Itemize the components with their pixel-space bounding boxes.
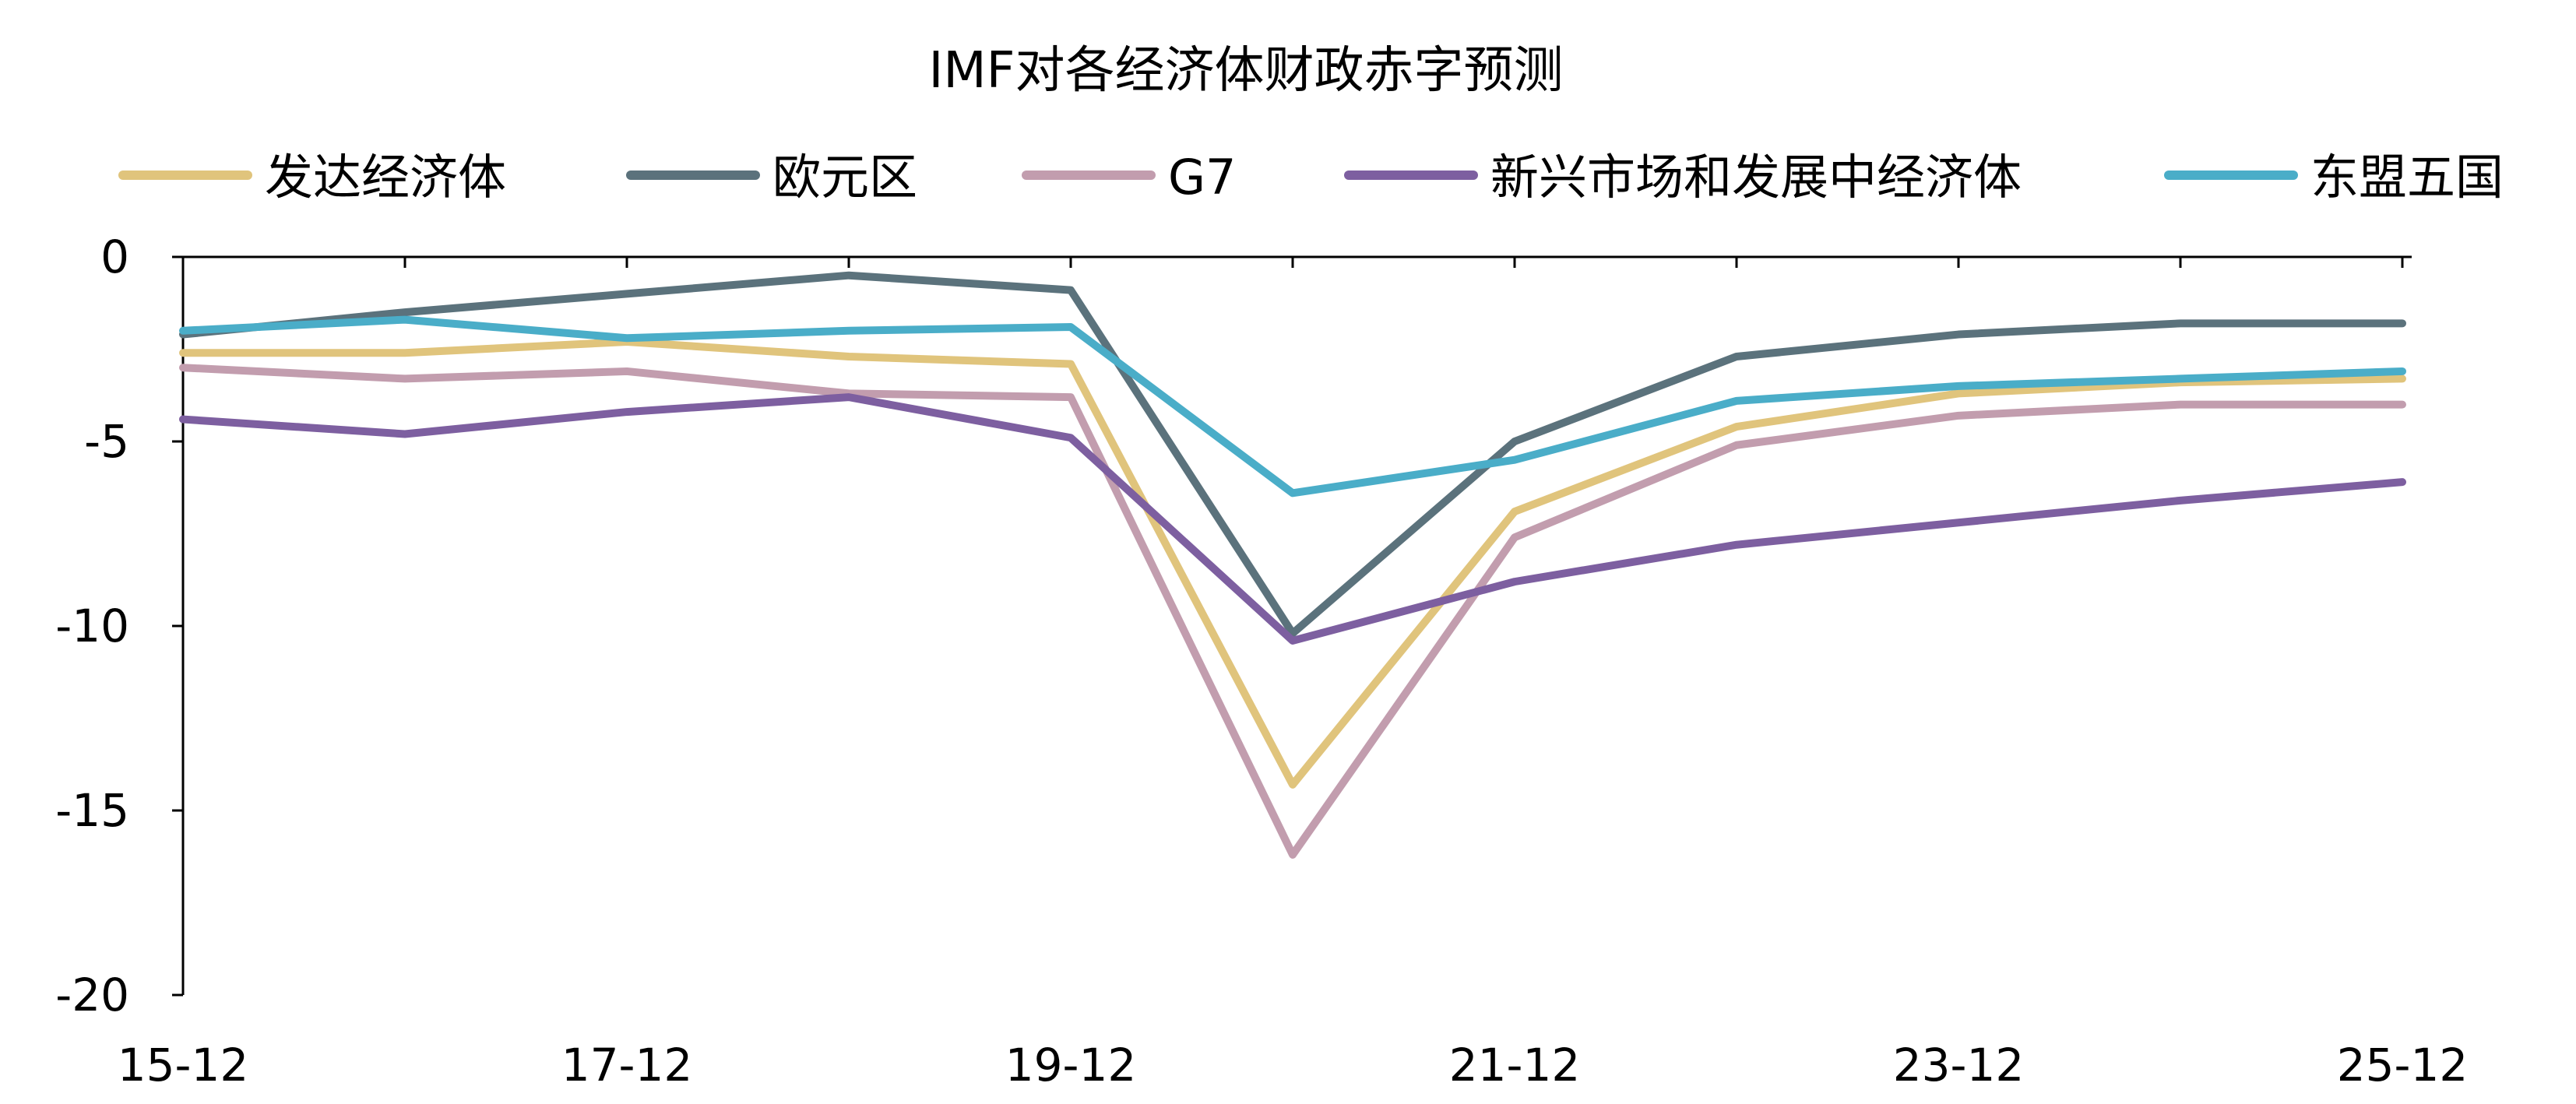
series-lines	[179, 271, 2406, 859]
y-tick-label: -20	[55, 969, 129, 1021]
x-tick-label: 21-12	[1449, 1039, 1581, 1092]
x-tick-label: 23-12	[1893, 1039, 2025, 1092]
series-line-5	[179, 315, 2406, 498]
x-tick-label: 17-12	[561, 1039, 693, 1092]
series-line-1	[179, 338, 2406, 789]
chart-title: IMF对各经济体财政赤字预测	[929, 42, 1564, 100]
legend: 发达经济体 欧元区 G7 新兴市场和发展中经济体 东盟五国	[118, 149, 2504, 206]
series-line-3	[179, 364, 2406, 859]
y-tick-label: -15	[55, 784, 129, 837]
legend-label-2: 欧元区	[772, 149, 917, 206]
series-line-4	[179, 393, 2406, 645]
x-tick-label: 25-12	[2337, 1039, 2469, 1092]
y-tick-label: 0	[100, 230, 129, 283]
axes: 0 -5 -10 -15 -20 15-12 17-12 19-12 21-12 23-12 25-…	[55, 230, 2468, 1092]
y-tick-label: -10	[55, 599, 129, 652]
legend-label-1: 发达经济体	[265, 149, 506, 206]
legend-label-5: 东盟五国	[2310, 149, 2504, 206]
legend-label-3: G7	[1168, 149, 1237, 206]
legend-label-4: 新兴市场和发展中经济体	[1490, 149, 2022, 206]
x-tick-label: 15-12	[118, 1039, 249, 1092]
x-tick-label: 19-12	[1005, 1039, 1137, 1092]
series-line-2	[179, 271, 2406, 638]
y-tick-label: -5	[84, 415, 129, 468]
